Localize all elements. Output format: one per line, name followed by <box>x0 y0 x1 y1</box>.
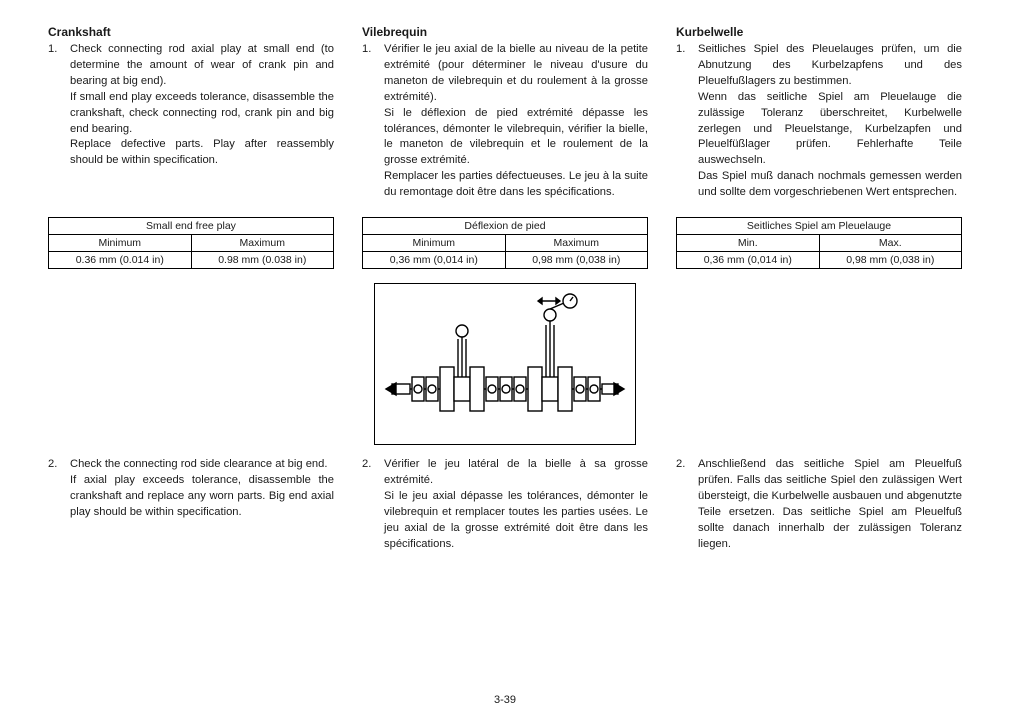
crankshaft-diagram <box>374 283 636 445</box>
item2-num: 2. <box>676 457 698 552</box>
p2: If small end play exceeds tolerance, dis… <box>70 90 334 138</box>
th-min: Min. <box>677 235 820 252</box>
th-min: Minimum <box>363 235 506 252</box>
p1: Vérifier le jeu latéral de la bielle à s… <box>384 457 648 489</box>
td-max: 0.98 mm (0.038 in) <box>191 252 334 269</box>
tables-row: Small end free play Minimum Maximum 0.36… <box>48 211 962 269</box>
item1-de: 1. Seitliches Spiel des Pleuelauges prüf… <box>676 42 962 201</box>
item2-body: Anschließend das seitliche Spiel am Pleu… <box>698 457 962 552</box>
col-de: Kurbelwelle 1. Seitliches Spiel des Pleu… <box>676 25 962 205</box>
spec-table-fr: Déflexion de pied Minimum Maximum 0,36 m… <box>362 217 648 269</box>
item1-fr: 1. Vérifier le jeu axial de la bielle au… <box>362 42 648 201</box>
col-en-2: 2. Check the connecting rod side clearan… <box>48 457 334 556</box>
p3: Replace defective parts. Play after reas… <box>70 137 334 169</box>
heading-en: Crankshaft <box>48 25 334 39</box>
heading-de: Kurbelwelle <box>676 25 962 39</box>
item1-body: Vérifier le jeu axial de la bielle au ni… <box>384 42 648 201</box>
item1-num: 1. <box>676 42 698 201</box>
th-max: Maximum <box>505 235 648 252</box>
td-min: 0,36 mm (0,014 in) <box>677 252 820 269</box>
col-en: Crankshaft 1. Check connecting rod axial… <box>48 25 334 205</box>
p1: Vérifier le jeu axial de la bielle au ni… <box>384 42 648 106</box>
table-title: Seitliches Spiel am Pleuelauge <box>677 218 962 235</box>
spec-table-en: Small end free play Minimum Maximum 0.36… <box>48 217 334 269</box>
page-number: 3-39 <box>0 694 1010 706</box>
p2: Wenn das seitliche Spiel am Pleuelauge d… <box>698 90 962 170</box>
table-fr-wrap: Déflexion de pied Minimum Maximum 0,36 m… <box>362 211 648 269</box>
p1: Check the connecting rod side clearance … <box>70 457 334 473</box>
p2: Si le jeu axial dépasse les tolérances, … <box>384 489 648 553</box>
p1: Check connecting rod axial play at small… <box>70 42 334 90</box>
item1-num: 1. <box>48 42 70 169</box>
p2: If axial play exceeds tolerance, disasse… <box>70 473 334 521</box>
item2-body: Vérifier le jeu latéral de la bielle à s… <box>384 457 648 552</box>
p3: Das Spiel muß danach nochmals gemessen w… <box>698 169 962 201</box>
th-max: Max. <box>819 235 962 252</box>
columns-item2: 2. Check the connecting rod side clearan… <box>48 457 962 556</box>
table-title: Déflexion de pied <box>363 218 648 235</box>
item1-body: Seitliches Spiel des Pleuelauges prüfen,… <box>698 42 962 201</box>
item2-num: 2. <box>362 457 384 552</box>
item2-fr: 2. Vérifier le jeu latéral de la bielle … <box>362 457 648 552</box>
th-min: Minimum <box>49 235 192 252</box>
table-en-wrap: Small end free play Minimum Maximum 0.36… <box>48 211 334 269</box>
td-max: 0,98 mm (0,038 in) <box>505 252 648 269</box>
th-max: Maximum <box>191 235 334 252</box>
item2-body: Check the connecting rod side clearance … <box>70 457 334 521</box>
p3: Remplacer les parties défectueuses. Le j… <box>384 169 648 201</box>
crankshaft-svg <box>382 289 628 439</box>
p1: Anschließend das seitliche Spiel am Pleu… <box>698 457 962 552</box>
item2-de: 2. Anschließend das seitliche Spiel am P… <box>676 457 962 552</box>
item1-en: 1. Check connecting rod axial play at sm… <box>48 42 334 169</box>
col-fr: Vilebrequin 1. Vérifier le jeu axial de … <box>362 25 648 205</box>
item1-body: Check connecting rod axial play at small… <box>70 42 334 169</box>
table-title: Small end free play <box>49 218 334 235</box>
td-min: 0,36 mm (0,014 in) <box>363 252 506 269</box>
col-de-2: 2. Anschließend das seitliche Spiel am P… <box>676 457 962 556</box>
td-max: 0,98 mm (0,038 in) <box>819 252 962 269</box>
col-fr-2: 2. Vérifier le jeu latéral de la bielle … <box>362 457 648 556</box>
heading-fr: Vilebrequin <box>362 25 648 39</box>
item2-en: 2. Check the connecting rod side clearan… <box>48 457 334 521</box>
item2-num: 2. <box>48 457 70 521</box>
p1: Seitliches Spiel des Pleuelauges prüfen,… <box>698 42 962 90</box>
td-min: 0.36 mm (0.014 in) <box>49 252 192 269</box>
columns-top: Crankshaft 1. Check connecting rod axial… <box>48 25 962 205</box>
table-de-wrap: Seitliches Spiel am Pleuelauge Min. Max.… <box>676 211 962 269</box>
diagram-wrap <box>48 283 962 445</box>
item1-num: 1. <box>362 42 384 201</box>
p2: Si le déflexion de pied extrémité dépass… <box>384 106 648 170</box>
spec-table-de: Seitliches Spiel am Pleuelauge Min. Max.… <box>676 217 962 269</box>
